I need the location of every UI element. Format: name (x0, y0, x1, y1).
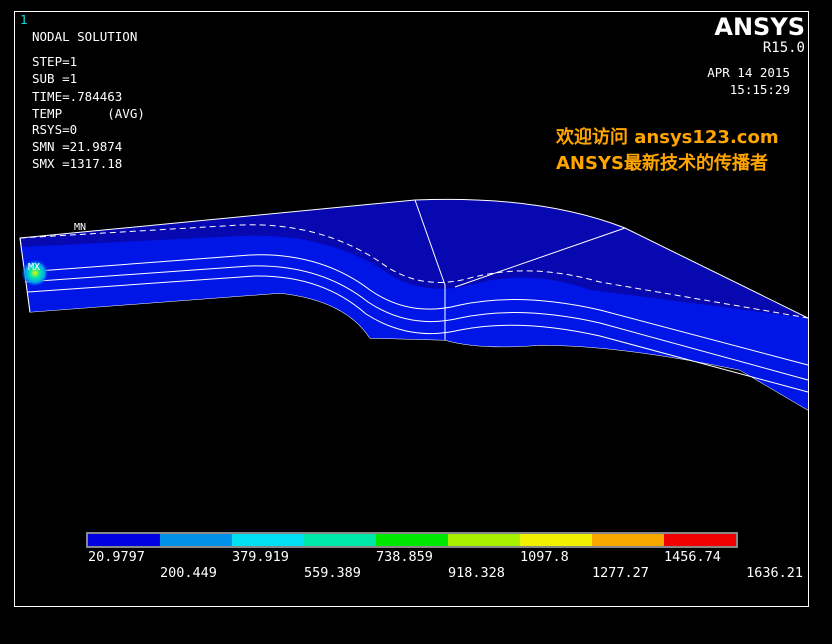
model (19, 198, 809, 411)
info-line: SMN =21.9874 (32, 139, 122, 154)
legend-label: 738.859 (376, 549, 433, 565)
watermark: 欢迎访问 ansys123.com (555, 126, 779, 148)
info-line: SMX =1317.18 (32, 156, 122, 171)
info-line: STEP=1 (32, 54, 77, 69)
window-number: 1 (20, 12, 28, 27)
legend-swatch (520, 534, 592, 546)
legend-swatch (88, 534, 160, 546)
info-line: TEMP (AVG) (32, 106, 145, 121)
legend-label: 1636.21 (746, 565, 803, 581)
dashed-edge (19, 224, 809, 319)
legend-label: 379.919 (232, 549, 289, 565)
legend-label: 20.9797 (88, 549, 145, 565)
time: 15:15:29 (730, 82, 790, 97)
viewport-border (14, 11, 809, 607)
legend-label: 918.328 (448, 565, 505, 581)
legend-swatch (232, 534, 304, 546)
info-line: TIME=.784463 (32, 89, 122, 104)
legend-swatch (160, 534, 232, 546)
layer-line (24, 254, 809, 366)
edge (454, 227, 626, 288)
legend-label: 1097.8 (520, 549, 569, 565)
brand: ANSYS (714, 13, 805, 41)
watermark: ANSYS最新技术的传播者 (556, 152, 768, 174)
legend-label: 559.389 (304, 565, 361, 581)
legend-label: 1277.27 (592, 565, 649, 581)
release: R15.0 (763, 40, 805, 56)
legend-label: 1456.74 (664, 549, 721, 565)
legend: 20.9797 200.449 379.919 559.389 738.859 918.3… (86, 532, 803, 581)
hot-spot (21, 259, 49, 287)
legend-swatch (664, 534, 736, 546)
legend-swatch (304, 534, 376, 546)
layer-line (24, 265, 809, 381)
info-line: NODAL SOLUTION (32, 29, 137, 44)
legend-swatch (376, 534, 448, 546)
min-marker: MN (74, 222, 86, 233)
info-line: RSYS=0 (32, 122, 77, 137)
max-marker: MX (28, 262, 40, 273)
info-block: NODAL SOLUTION STEP=1 SUB =1 TIME=.784463 TE… (32, 29, 145, 171)
legend-swatch (592, 534, 664, 546)
legend-label: 200.449 (160, 565, 217, 581)
info-line: SUB =1 (32, 71, 77, 86)
edge (414, 199, 446, 286)
date: APR 14 2015 (707, 65, 790, 80)
legend-swatch (448, 534, 520, 546)
layer-line (27, 275, 809, 393)
band (20, 235, 808, 410)
